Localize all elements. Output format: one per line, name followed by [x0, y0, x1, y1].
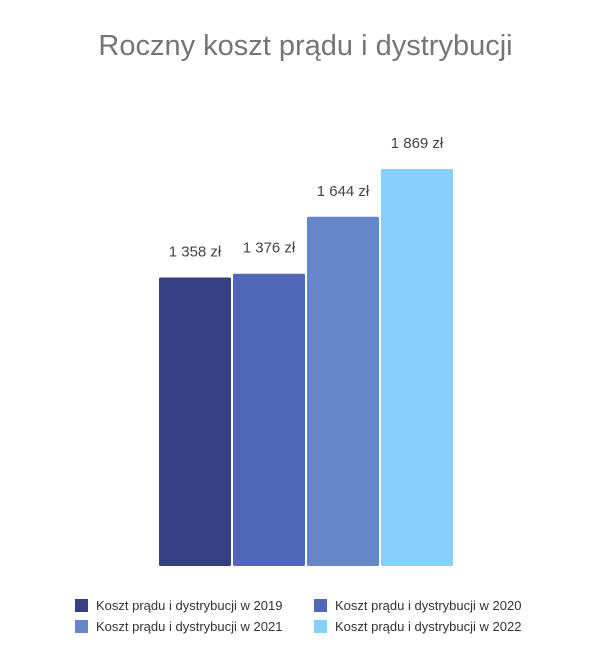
chart-legend: Koszt prądu i dystrybucji w 2019 Koszt pr… — [75, 597, 555, 634]
bar-4 — [381, 169, 453, 566]
bar-3 — [307, 216, 379, 566]
chart-title: Roczny koszt prądu i dystrybucji — [98, 30, 513, 62]
legend-item-1: Koszt prądu i dystrybucji w 2019 — [75, 597, 314, 613]
legend-item-4: Koszt prądu i dystrybucji w 2022 — [314, 618, 554, 634]
legend-label-2: Koszt prądu i dystrybucji w 2020 — [335, 597, 522, 613]
bar-2 — [233, 273, 305, 566]
legend-label-1: Koszt prądu i dystrybucji w 2019 — [96, 597, 283, 613]
legend-item-2: Koszt prądu i dystrybucji w 2020 — [314, 597, 554, 613]
legend-item-3: Koszt prądu i dystrybucji w 2021 — [75, 618, 314, 634]
bar-1 — [159, 277, 231, 566]
legend-swatch-1 — [75, 598, 88, 612]
bar-chart: 1 358 zł 1 376 zł 1 644 zł 1 869 zł — [159, 135, 453, 566]
legend-label-4: Koszt prądu i dystrybucji w 2022 — [335, 618, 522, 634]
legend-swatch-4 — [314, 619, 327, 633]
legend-swatch-2 — [314, 598, 327, 612]
legend-label-3: Koszt prądu i dystrybucji w 2021 — [96, 618, 283, 634]
bar-value-label-3: 1 644 zł — [317, 183, 370, 200]
bar-value-label-4: 1 869 zł — [391, 135, 444, 152]
legend-swatch-3 — [75, 619, 88, 633]
bar-value-label-2: 1 376 zł — [243, 240, 296, 257]
bar-value-label-1: 1 358 zł — [169, 244, 222, 261]
